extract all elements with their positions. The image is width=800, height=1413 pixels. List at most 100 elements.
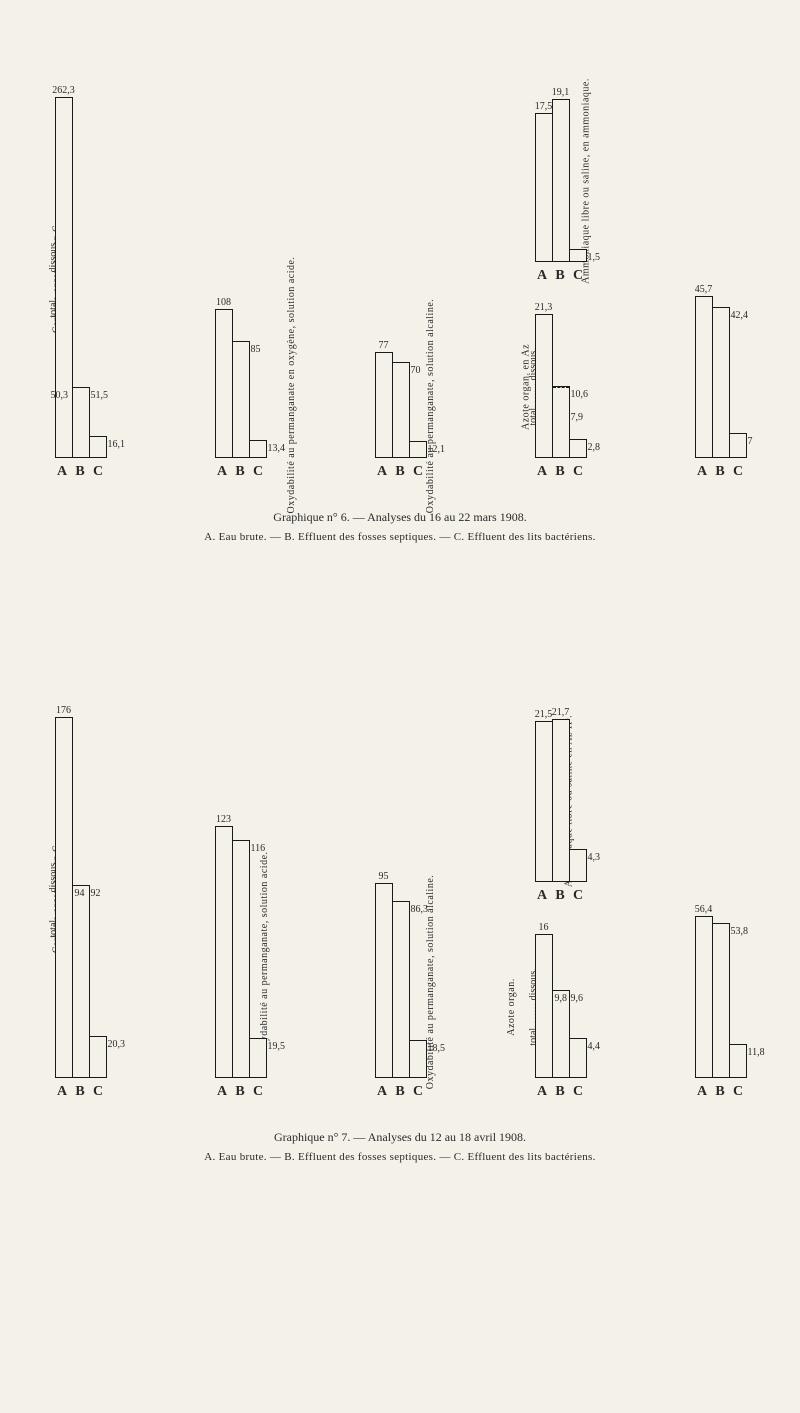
x-axis-label: A	[213, 1084, 231, 1100]
bar-value-label: 19,5	[268, 1041, 286, 1052]
chart-group: Oxydabilité au permanganate en oxygène, …	[213, 309, 267, 480]
chart-group: Carbone organique en Ctotal. …… dissous.…	[53, 717, 107, 1100]
y-axis-labels: Oxydabilité au permanganate, solution ac…	[181, 826, 211, 1080]
bar: 16,1	[89, 436, 107, 458]
stacked-chart-column: Ammoniaque libre ou saline, en ammoniaqu…	[533, 99, 587, 480]
y-axis-labels: Azote organ.total. …… dissous.	[501, 934, 531, 1080]
bars: 1088513,4	[215, 309, 266, 458]
bar-value-label: 21,7	[552, 707, 570, 718]
bar-value-label: 123	[216, 814, 231, 825]
y-axis-labels: Oxydabilité au permanganate en oxygène, …	[181, 309, 211, 460]
bar: 21,5	[535, 721, 553, 882]
bar: 95	[375, 883, 393, 1078]
x-axis-label: A	[373, 464, 391, 480]
x-axis-label: C	[569, 888, 587, 904]
bar: 262,3	[55, 97, 73, 458]
x-axis-label: C	[729, 1084, 747, 1100]
x-axis-label: A	[693, 1084, 711, 1100]
bar: 56,4	[695, 916, 713, 1078]
bar-value-label: 16	[539, 922, 549, 933]
bar-value-label: 16,1	[108, 439, 126, 450]
bar: 10,67,9	[552, 386, 570, 458]
y-axis-label: Azote organ.	[506, 978, 517, 1035]
chart-group: Ammoniaque libre ou saline en Az H³.21,5…	[533, 719, 587, 903]
bar: 123	[215, 826, 233, 1078]
bar-value-label: 176	[56, 705, 71, 716]
x-axis-label: C	[249, 464, 267, 480]
stacked-chart-column: Ammoniaque libre ou saline en Az H³.21,5…	[533, 719, 587, 1100]
bar: 70	[392, 362, 410, 458]
x-axis-label: B	[71, 1084, 89, 1100]
bar-value-label: 21,5	[535, 709, 553, 720]
bar-value-label: 7	[748, 436, 753, 447]
bar: 17,5	[535, 113, 553, 262]
bar: 1,5	[569, 249, 587, 262]
bar-value-label: 4,3	[588, 852, 601, 863]
bar: 86,3	[392, 901, 410, 1078]
bar: 12,1	[409, 441, 427, 458]
bar-value-label: 18,5	[428, 1043, 446, 1054]
x-axis-label: C	[89, 1084, 107, 1100]
bars: 9586,318,5	[375, 883, 426, 1078]
chart-group: Oxydabilité au permanganate, solution al…	[373, 883, 427, 1100]
bar-value-label: 92	[91, 888, 101, 899]
bar: 11,8	[729, 1044, 747, 1078]
bar: 2,8	[569, 439, 587, 458]
bar-value-label: 116	[251, 843, 266, 854]
chart-row-2: Carbone organique en Ctotal. …… dissous.…	[0, 680, 800, 1100]
bar-value-label: 51,5	[91, 390, 109, 401]
bars: 21,310,67,92,8	[535, 314, 586, 458]
chart-group: Oxygène absorbé en 4 heures.56,453,811,8…	[693, 916, 747, 1100]
x-axis-label: B	[551, 464, 569, 480]
x-axis-label: B	[231, 1084, 249, 1100]
x-axis-label: A	[213, 464, 231, 480]
chart-row-1: Carbone organique en Ctotal. …… dissous.…	[0, 60, 800, 480]
x-axis-label: B	[711, 1084, 729, 1100]
caption-legend: A. Eau brute. — B. Effluent des fosses s…	[0, 1151, 800, 1163]
bar-value-label: 53,8	[731, 926, 749, 937]
bar-value-label: 45,7	[695, 284, 713, 295]
bar: 77	[375, 352, 393, 458]
x-axis-labels: ABC	[53, 1084, 107, 1100]
y-axis-labels: Carbone organique en Ctotal. …… dissous.	[21, 97, 51, 460]
y-axis-label: Oxydabilité au permanganate, solution al…	[425, 299, 436, 514]
y-axis-labels: Oxydabilité au permanganate, solution al…	[341, 352, 371, 460]
caption-legend: A. Eau brute. — B. Effluent des fosses s…	[0, 531, 800, 543]
bar-value-label: 1,5	[588, 252, 601, 263]
x-axis-label: B	[231, 464, 249, 480]
bar: 51,550,3	[72, 387, 90, 458]
chart-group: Oxygène absorbé en 4 heures.45,742,47ABC	[693, 296, 747, 480]
bar-value-label: 2,8	[588, 442, 601, 453]
bar-value-label: 20,3	[108, 1039, 126, 1050]
bar-value-label: 19,1	[552, 87, 570, 98]
x-axis-label: A	[53, 1084, 71, 1100]
x-axis-labels: ABC	[213, 1084, 267, 1100]
bar: 9492	[72, 885, 90, 1078]
bar-value-label: 94	[75, 888, 85, 899]
chart-group: Ammoniaque libre ou saline, en ammoniaqu…	[533, 99, 587, 283]
bar: 45,7	[695, 296, 713, 458]
bar: 20,3	[89, 1036, 107, 1078]
x-axis-label: B	[711, 464, 729, 480]
caption-graphique-6: Graphique n° 6. — Analyses du 16 au 22 m…	[0, 510, 800, 543]
bar: 85	[232, 341, 250, 458]
bar-value-label: 9,8	[555, 993, 568, 1004]
x-axis-labels: ABC	[533, 268, 587, 284]
bar-value-label: 56,4	[695, 904, 713, 915]
x-axis-label: C	[569, 1084, 587, 1100]
bars: 777012,1	[375, 352, 426, 458]
y-axis-labels: Ammoniaque libre ou saline en Az H³.	[501, 719, 531, 883]
bars: 56,4 53,8 11,8	[695, 916, 746, 1078]
x-axis-label: A	[533, 1084, 551, 1100]
chart-group: Azote organ. en Aztotal. …… dissous.21,3…	[533, 314, 587, 480]
chart-group: Azote organ.total. …… dissous.169,89,64,…	[533, 934, 587, 1100]
x-axis-label: B	[551, 268, 569, 284]
bar-value-label: 10,6	[571, 389, 589, 400]
bars: 262,351,550,316,1	[55, 97, 106, 458]
x-axis-label: C	[249, 1084, 267, 1100]
bar-value-label: 86,3	[411, 904, 429, 915]
y-axis-labels: Carbone organique en Ctotal. …… dissous.	[21, 717, 51, 1080]
x-axis-label: B	[391, 464, 409, 480]
bar-value-label: 95	[379, 871, 389, 882]
bar-value-label: 7,9	[571, 412, 584, 423]
